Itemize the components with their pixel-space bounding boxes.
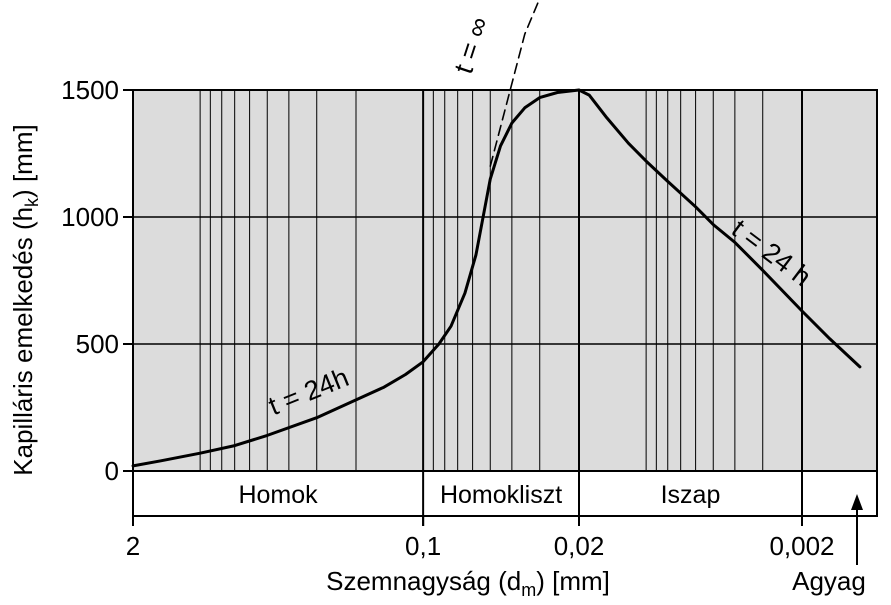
- zone-label-homokliszt: Homokliszt: [440, 481, 562, 509]
- x-tick-label: 2: [126, 531, 140, 561]
- x-tick-label: 0,1: [405, 531, 441, 561]
- x-axis-title: Szemnagyság (dm) [mm]: [326, 566, 610, 600]
- agyag-annotation: Agyag: [792, 566, 866, 596]
- series-layer: [131, 0, 862, 468]
- y-tick-label: 500: [76, 329, 119, 359]
- curve-label-t-inf: t = ∞: [448, 13, 494, 77]
- zone-label-homok: Homok: [238, 481, 318, 509]
- arrow-head: [851, 494, 863, 510]
- zone-band-border: [132, 470, 878, 517]
- y-tick-label: 1500: [61, 75, 119, 105]
- plot-frame: [132, 89, 878, 517]
- series-line-t24: [131, 88, 862, 468]
- y-axis: 0 500 1000 1500: [61, 75, 133, 486]
- x-tick-label: 0,02: [554, 531, 605, 561]
- x-tick-label: 0,002: [769, 531, 834, 561]
- y-axis-title: Kapilláris emelkedés (hk) [mm]: [8, 124, 42, 475]
- zone-band: Homok Homokliszt Iszap: [132, 90, 877, 526]
- plot-area: [133, 90, 877, 471]
- zone-label-iszap: Iszap: [661, 481, 721, 509]
- series-line-t-inf: [489, 0, 540, 167]
- plot-background: [133, 90, 877, 471]
- y-tick-label: 0: [105, 456, 119, 486]
- x-axis: 2 0,1 0,02 0,002: [126, 531, 835, 561]
- zone-band-background: [133, 471, 877, 516]
- y-tick-label: 1000: [61, 202, 119, 232]
- agyag-arrow: [851, 494, 863, 565]
